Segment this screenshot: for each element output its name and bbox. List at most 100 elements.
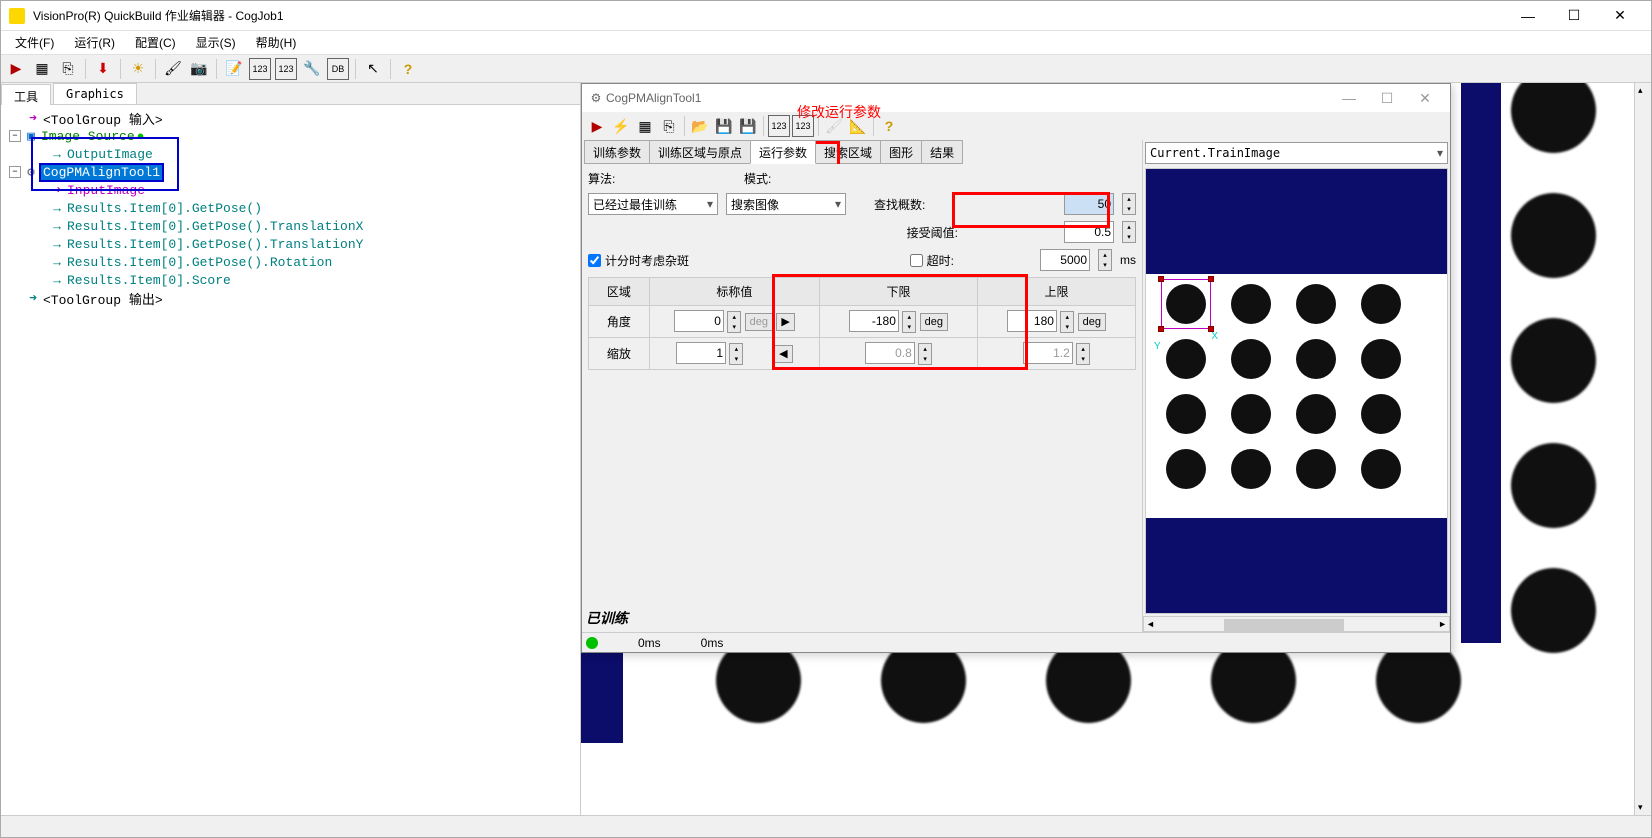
- tree-panel[interactable]: ➜ <ToolGroup 输入> − ▣ Image Source ● Outp…: [1, 105, 580, 815]
- unit-deg[interactable]: deg: [1078, 313, 1106, 331]
- help-icon[interactable]: ?: [397, 58, 419, 80]
- panel-icon[interactable]: ▦: [634, 115, 656, 137]
- menu-help[interactable]: 帮助(H): [246, 31, 307, 54]
- gear-icon: ⚙: [23, 165, 39, 179]
- edit-icon[interactable]: 📝: [223, 58, 245, 80]
- child-close-button[interactable]: ✕: [1406, 83, 1444, 113]
- tree-result-score[interactable]: Results.Item[0].Score: [5, 271, 576, 289]
- menu-config[interactable]: 配置(C): [125, 31, 186, 54]
- th-upper: 上限: [977, 278, 1135, 306]
- clutter-checkbox-wrap[interactable]: 计分时考虑杂斑: [588, 252, 689, 269]
- find-count-input[interactable]: [1064, 193, 1114, 215]
- save-icon[interactable]: 💾: [713, 115, 735, 137]
- mode-dropdown[interactable]: 搜索图像: [726, 193, 846, 215]
- scale-lower-input[interactable]: [865, 342, 915, 364]
- expander-icon[interactable]: −: [9, 166, 21, 178]
- angle-nominal-spinner[interactable]: ▴▾: [727, 311, 741, 333]
- tree-output-image[interactable]: OutputImage: [5, 145, 576, 163]
- copy-icon[interactable]: ⎘: [658, 115, 680, 137]
- arrow-button[interactable]: ▶: [776, 313, 794, 331]
- tab-results[interactable]: 结果: [921, 140, 963, 164]
- box-icon[interactable]: DB: [327, 58, 349, 80]
- tree-image-source[interactable]: − ▣ Image Source ●: [5, 127, 576, 145]
- tree-label: Results.Item[0].GetPose().TranslationY: [67, 237, 363, 252]
- tree-result-rotation[interactable]: Results.Item[0].GetPose().Rotation: [5, 253, 576, 271]
- scale-nominal-spinner[interactable]: ▴▾: [729, 343, 743, 365]
- menu-display[interactable]: 显示(S): [186, 31, 246, 54]
- bg-blue-region: [581, 643, 623, 743]
- tab-search-region[interactable]: 搜索区域: [815, 140, 881, 164]
- counter-icon[interactable]: 123: [768, 115, 790, 137]
- tab-graphics[interactable]: 图形: [880, 140, 922, 164]
- scale-lower-spinner[interactable]: ▴▾: [918, 343, 932, 365]
- main-scrollbar-v[interactable]: [1634, 83, 1651, 815]
- timeout-checkbox-wrap[interactable]: 超时:: [910, 252, 954, 269]
- tab-graphics[interactable]: Graphics: [53, 83, 137, 104]
- tree-result-translationx[interactable]: Results.Item[0].GetPose().TranslationX: [5, 217, 576, 235]
- brush-icon[interactable]: 🖌: [162, 58, 184, 80]
- tool-icon-1[interactable]: ▦: [31, 58, 53, 80]
- tool-icon-2[interactable]: ⎘: [57, 58, 79, 80]
- bg-blue-region: [1461, 83, 1501, 643]
- gear-icon: ⚙: [588, 91, 604, 105]
- angle-lower-input[interactable]: [849, 310, 899, 332]
- tab-train-region[interactable]: 训练区域与原点: [649, 140, 751, 164]
- tool-icon-3[interactable]: ⬇: [92, 58, 114, 80]
- tab-run-params[interactable]: 运行参数: [750, 140, 816, 164]
- tab-train-params[interactable]: 训练参数: [584, 140, 650, 164]
- accept-threshold-spinner[interactable]: ▴▾: [1122, 221, 1136, 243]
- train-image-viewer[interactable]: X Y: [1145, 168, 1448, 614]
- camera-icon[interactable]: 📷: [188, 58, 210, 80]
- tree-toolgroup-output[interactable]: ➜ <ToolGroup 输出>: [5, 289, 576, 307]
- angle-upper-spinner[interactable]: ▴▾: [1060, 311, 1074, 333]
- tree-result-getpose[interactable]: Results.Item[0].GetPose(): [5, 199, 576, 217]
- timeout-checkbox[interactable]: [910, 254, 923, 267]
- angle-lower-spinner[interactable]: ▴▾: [902, 311, 916, 333]
- close-button[interactable]: ✕: [1597, 1, 1643, 31]
- tree-cogpmalign[interactable]: − ⚙ CogPMAlignTool1: [5, 163, 576, 181]
- counter-icon-2[interactable]: 123: [275, 58, 297, 80]
- tab-tools[interactable]: 工具: [1, 84, 51, 105]
- content-area: 工具 Graphics ➜ <ToolGroup 输入> − ▣ Image S…: [1, 83, 1651, 815]
- tree-input-image[interactable]: ➜ InputImage: [5, 181, 576, 199]
- tool-icon-4[interactable]: ☀: [127, 58, 149, 80]
- unit-deg[interactable]: deg: [920, 313, 948, 331]
- minimize-button[interactable]: —: [1505, 1, 1551, 31]
- scale-upper-spinner[interactable]: ▴▾: [1076, 343, 1090, 365]
- lightning-icon[interactable]: ⚡: [610, 115, 632, 137]
- accept-threshold-input[interactable]: [1064, 221, 1114, 243]
- find-count-spinner[interactable]: ▴▾: [1122, 193, 1136, 215]
- tree-result-translationy[interactable]: Results.Item[0].GetPose().TranslationY: [5, 235, 576, 253]
- timeout-input[interactable]: [1040, 249, 1090, 271]
- tree-toolgroup-input[interactable]: ➜ <ToolGroup 输入>: [5, 109, 576, 127]
- angle-upper-input[interactable]: [1007, 310, 1057, 332]
- image-selector-dropdown[interactable]: Current.TrainImage: [1145, 142, 1448, 164]
- unit-deg[interactable]: deg: [745, 313, 773, 331]
- arrow-in-icon: ➜: [25, 111, 41, 125]
- angle-nominal-input[interactable]: [674, 310, 724, 332]
- counter-icon-1[interactable]: 123: [249, 58, 271, 80]
- help-icon[interactable]: ?: [878, 115, 900, 137]
- clutter-checkbox[interactable]: [588, 254, 601, 267]
- scale-upper-input[interactable]: [1023, 342, 1073, 364]
- scale-nominal-input[interactable]: [676, 342, 726, 364]
- arrow-button-left[interactable]: ◀: [774, 345, 792, 363]
- wrench-icon[interactable]: 🔧: [301, 58, 323, 80]
- child-maximize-button[interactable]: ☐: [1368, 83, 1406, 113]
- menu-file[interactable]: 文件(F): [5, 31, 64, 54]
- bg-dot: [1511, 193, 1596, 278]
- viewer-scrollbar-h[interactable]: [1143, 616, 1450, 632]
- child-minimize-button[interactable]: —: [1330, 83, 1368, 113]
- run-icon[interactable]: ▶: [586, 115, 608, 137]
- scrollbar-thumb[interactable]: [1224, 619, 1344, 631]
- cursor-icon[interactable]: ↖: [362, 58, 384, 80]
- maximize-button[interactable]: ☐: [1551, 1, 1597, 31]
- training-region-marker[interactable]: X Y: [1161, 279, 1211, 329]
- open-icon[interactable]: 📂: [689, 115, 711, 137]
- expander-icon[interactable]: −: [9, 130, 21, 142]
- timeout-spinner[interactable]: ▴▾: [1098, 249, 1112, 271]
- algorithm-dropdown[interactable]: 已经过最佳训练: [588, 193, 718, 215]
- save-as-icon[interactable]: 💾: [737, 115, 759, 137]
- run-icon[interactable]: ▶: [5, 58, 27, 80]
- menu-run[interactable]: 运行(R): [64, 31, 125, 54]
